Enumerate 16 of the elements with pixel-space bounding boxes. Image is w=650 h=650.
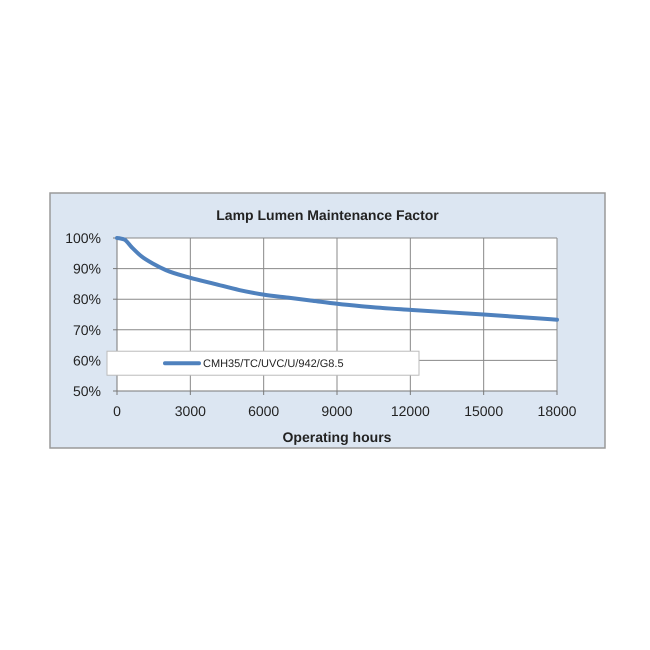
y-tick-label: 50%	[72, 383, 101, 399]
x-tick-label: 9000	[321, 403, 353, 419]
y-tick-label: 70%	[72, 322, 101, 338]
y-tick-label: 90%	[72, 260, 101, 277]
legend-label: CMH35/TC/UVC/U/942/G8.5	[203, 358, 344, 370]
y-tick-label: 100%	[65, 230, 101, 246]
y-tick-label: 60%	[72, 352, 101, 368]
x-tick-label: 12000	[390, 403, 430, 419]
x-tick-label: 15000	[464, 403, 504, 419]
x-tick-label: 18000	[538, 403, 577, 419]
x-tick-label: 0	[113, 403, 122, 419]
x-tick-label: 3000	[174, 403, 206, 419]
chart-title: Lamp Lumen Maintenance Factor	[216, 207, 440, 223]
x-axis-title: Operating hours	[282, 429, 392, 445]
y-tick-label: 80%	[72, 291, 101, 308]
x-tick-label: 6000	[248, 403, 280, 419]
